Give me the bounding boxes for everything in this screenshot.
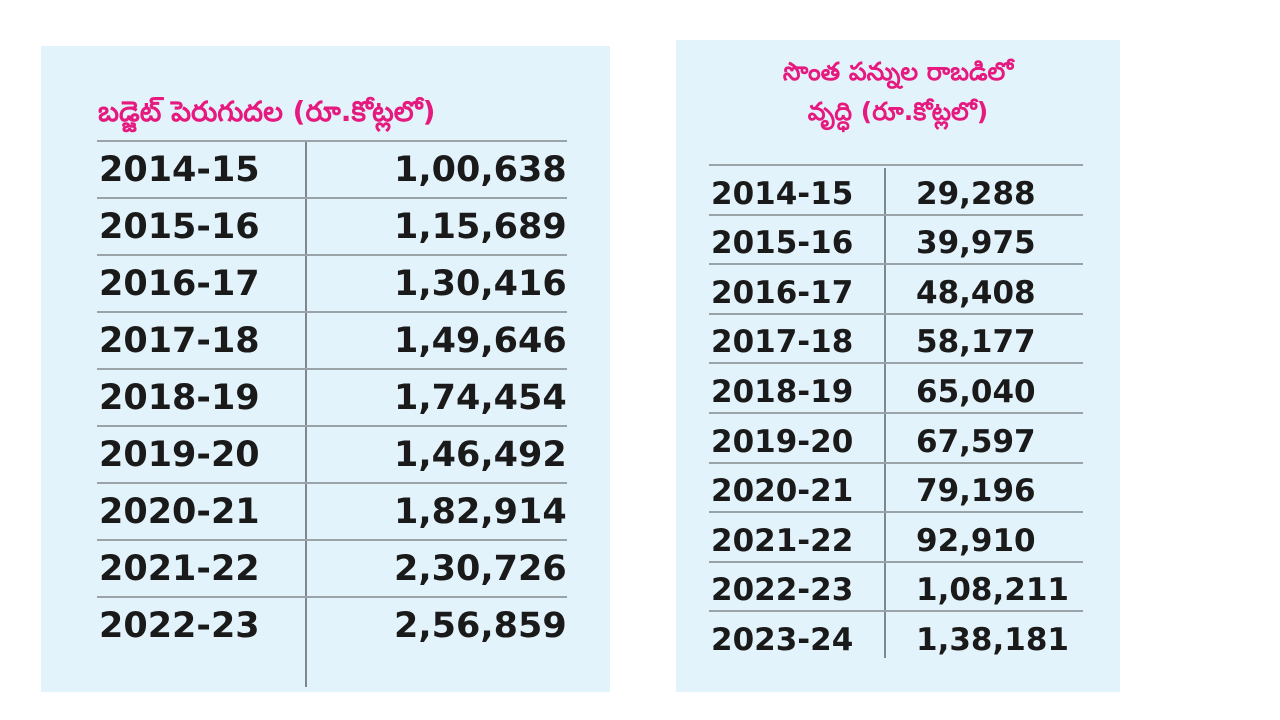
year-cell: 2019-20 (99, 434, 260, 475)
value-cell: 1,38,181 (916, 621, 1069, 658)
table-row: 2023-24 1,38,181 (709, 610, 1083, 660)
table-row: 2019-20 67,597 (709, 411, 1083, 462)
table-row: 2021-22 2,30,726 (97, 539, 567, 596)
table-row: 2018-19 1,74,454 (97, 368, 567, 425)
year-cell: 2017-18 (711, 324, 854, 361)
value-cell: 1,74,454 (394, 377, 567, 418)
table-row: 2015-16 1,15,689 (97, 197, 567, 254)
table-row: 2016-17 48,408 (709, 263, 1083, 313)
own-tax-revenue-panel: సొంత పన్నుల రాబడిలో వృద్ధి (రూ.కోట్లలో) … (676, 40, 1120, 692)
year-cell: 2020-21 (99, 491, 260, 532)
table-row: 2018-19 65,040 (709, 362, 1083, 412)
year-cell: 2022-23 (99, 605, 260, 646)
year-cell: 2021-22 (99, 548, 260, 589)
table-row: 2020-21 79,196 (709, 461, 1083, 512)
value-cell: 1,15,689 (394, 206, 567, 247)
value-cell: 79,196 (916, 473, 1036, 510)
table-row: 2017-18 1,49,646 (97, 311, 567, 368)
column-divider (305, 142, 307, 687)
value-cell: 92,910 (916, 522, 1036, 559)
year-cell: 2016-17 (99, 263, 260, 304)
year-cell: 2016-17 (711, 274, 854, 311)
year-cell: 2021-22 (711, 522, 854, 559)
year-cell: 2022-23 (711, 572, 854, 609)
year-cell: 2014-15 (711, 175, 854, 212)
own-tax-revenue-table: 2014-15 29,288 2015-16 39,975 2016-17 48,408 2… (709, 164, 1083, 660)
table-row: 2021-22 92,910 (709, 511, 1083, 561)
table-row: 2014-15 1,00,638 (97, 140, 567, 197)
value-cell: 1,00,638 (394, 149, 567, 190)
table-row: 2019-20 1,46,492 (97, 425, 567, 482)
table-row: 2022-23 2,56,859 (97, 596, 567, 653)
table-row: 2015-16 39,975 (709, 213, 1083, 264)
table-row: 2017-18 58,177 (709, 312, 1083, 363)
value-cell: 1,46,492 (394, 434, 567, 475)
value-cell: 67,597 (916, 423, 1036, 460)
year-cell: 2014-15 (99, 149, 260, 190)
year-cell: 2015-16 (711, 225, 854, 262)
own-tax-revenue-title-line-1: సొంత పన్నుల రాబడిలో (782, 57, 1014, 86)
budget-growth-panel: బడ్జెట్ పెరుగుదల (రూ.కోట్లలో) 2014-15 1,0… (41, 46, 610, 692)
value-cell: 65,040 (916, 373, 1036, 410)
value-cell: 48,408 (916, 274, 1036, 311)
table-row: 2016-17 1,30,416 (97, 254, 567, 311)
table-top-rule (709, 164, 1083, 166)
year-cell: 2019-20 (711, 423, 854, 460)
own-tax-revenue-title-line-2: వృద్ధి (రూ.కోట్లలో) (807, 97, 989, 126)
value-cell: 58,177 (916, 324, 1036, 361)
value-cell: 29,288 (916, 175, 1036, 212)
value-cell: 2,30,726 (394, 548, 567, 589)
year-cell: 2018-19 (99, 377, 260, 418)
table-row: 2020-21 1,82,914 (97, 482, 567, 539)
value-cell: 1,49,646 (394, 320, 567, 361)
own-tax-revenue-title: సొంత పన్నుల రాబడిలో వృద్ధి (రూ.కోట్లలో) (676, 52, 1120, 132)
year-cell: 2017-18 (99, 320, 260, 361)
year-cell: 2015-16 (99, 206, 260, 247)
year-cell: 2018-19 (711, 373, 854, 410)
value-cell: 1,30,416 (394, 263, 567, 304)
value-cell: 1,08,211 (916, 572, 1069, 609)
budget-growth-table: 2014-15 1,00,638 2015-16 1,15,689 2016-17 1,3… (97, 140, 567, 653)
year-cell: 2023-24 (711, 621, 854, 658)
value-cell: 1,82,914 (394, 491, 567, 532)
value-cell: 2,56,859 (394, 605, 567, 646)
year-cell: 2020-21 (711, 473, 854, 510)
table-row: 2022-23 1,08,211 (709, 560, 1083, 611)
table-row: 2014-15 29,288 (709, 164, 1083, 214)
budget-growth-title: బడ్జెట్ పెరుగుదల (రూ.కోట్లలో) (98, 95, 436, 128)
value-cell: 39,975 (916, 225, 1036, 262)
